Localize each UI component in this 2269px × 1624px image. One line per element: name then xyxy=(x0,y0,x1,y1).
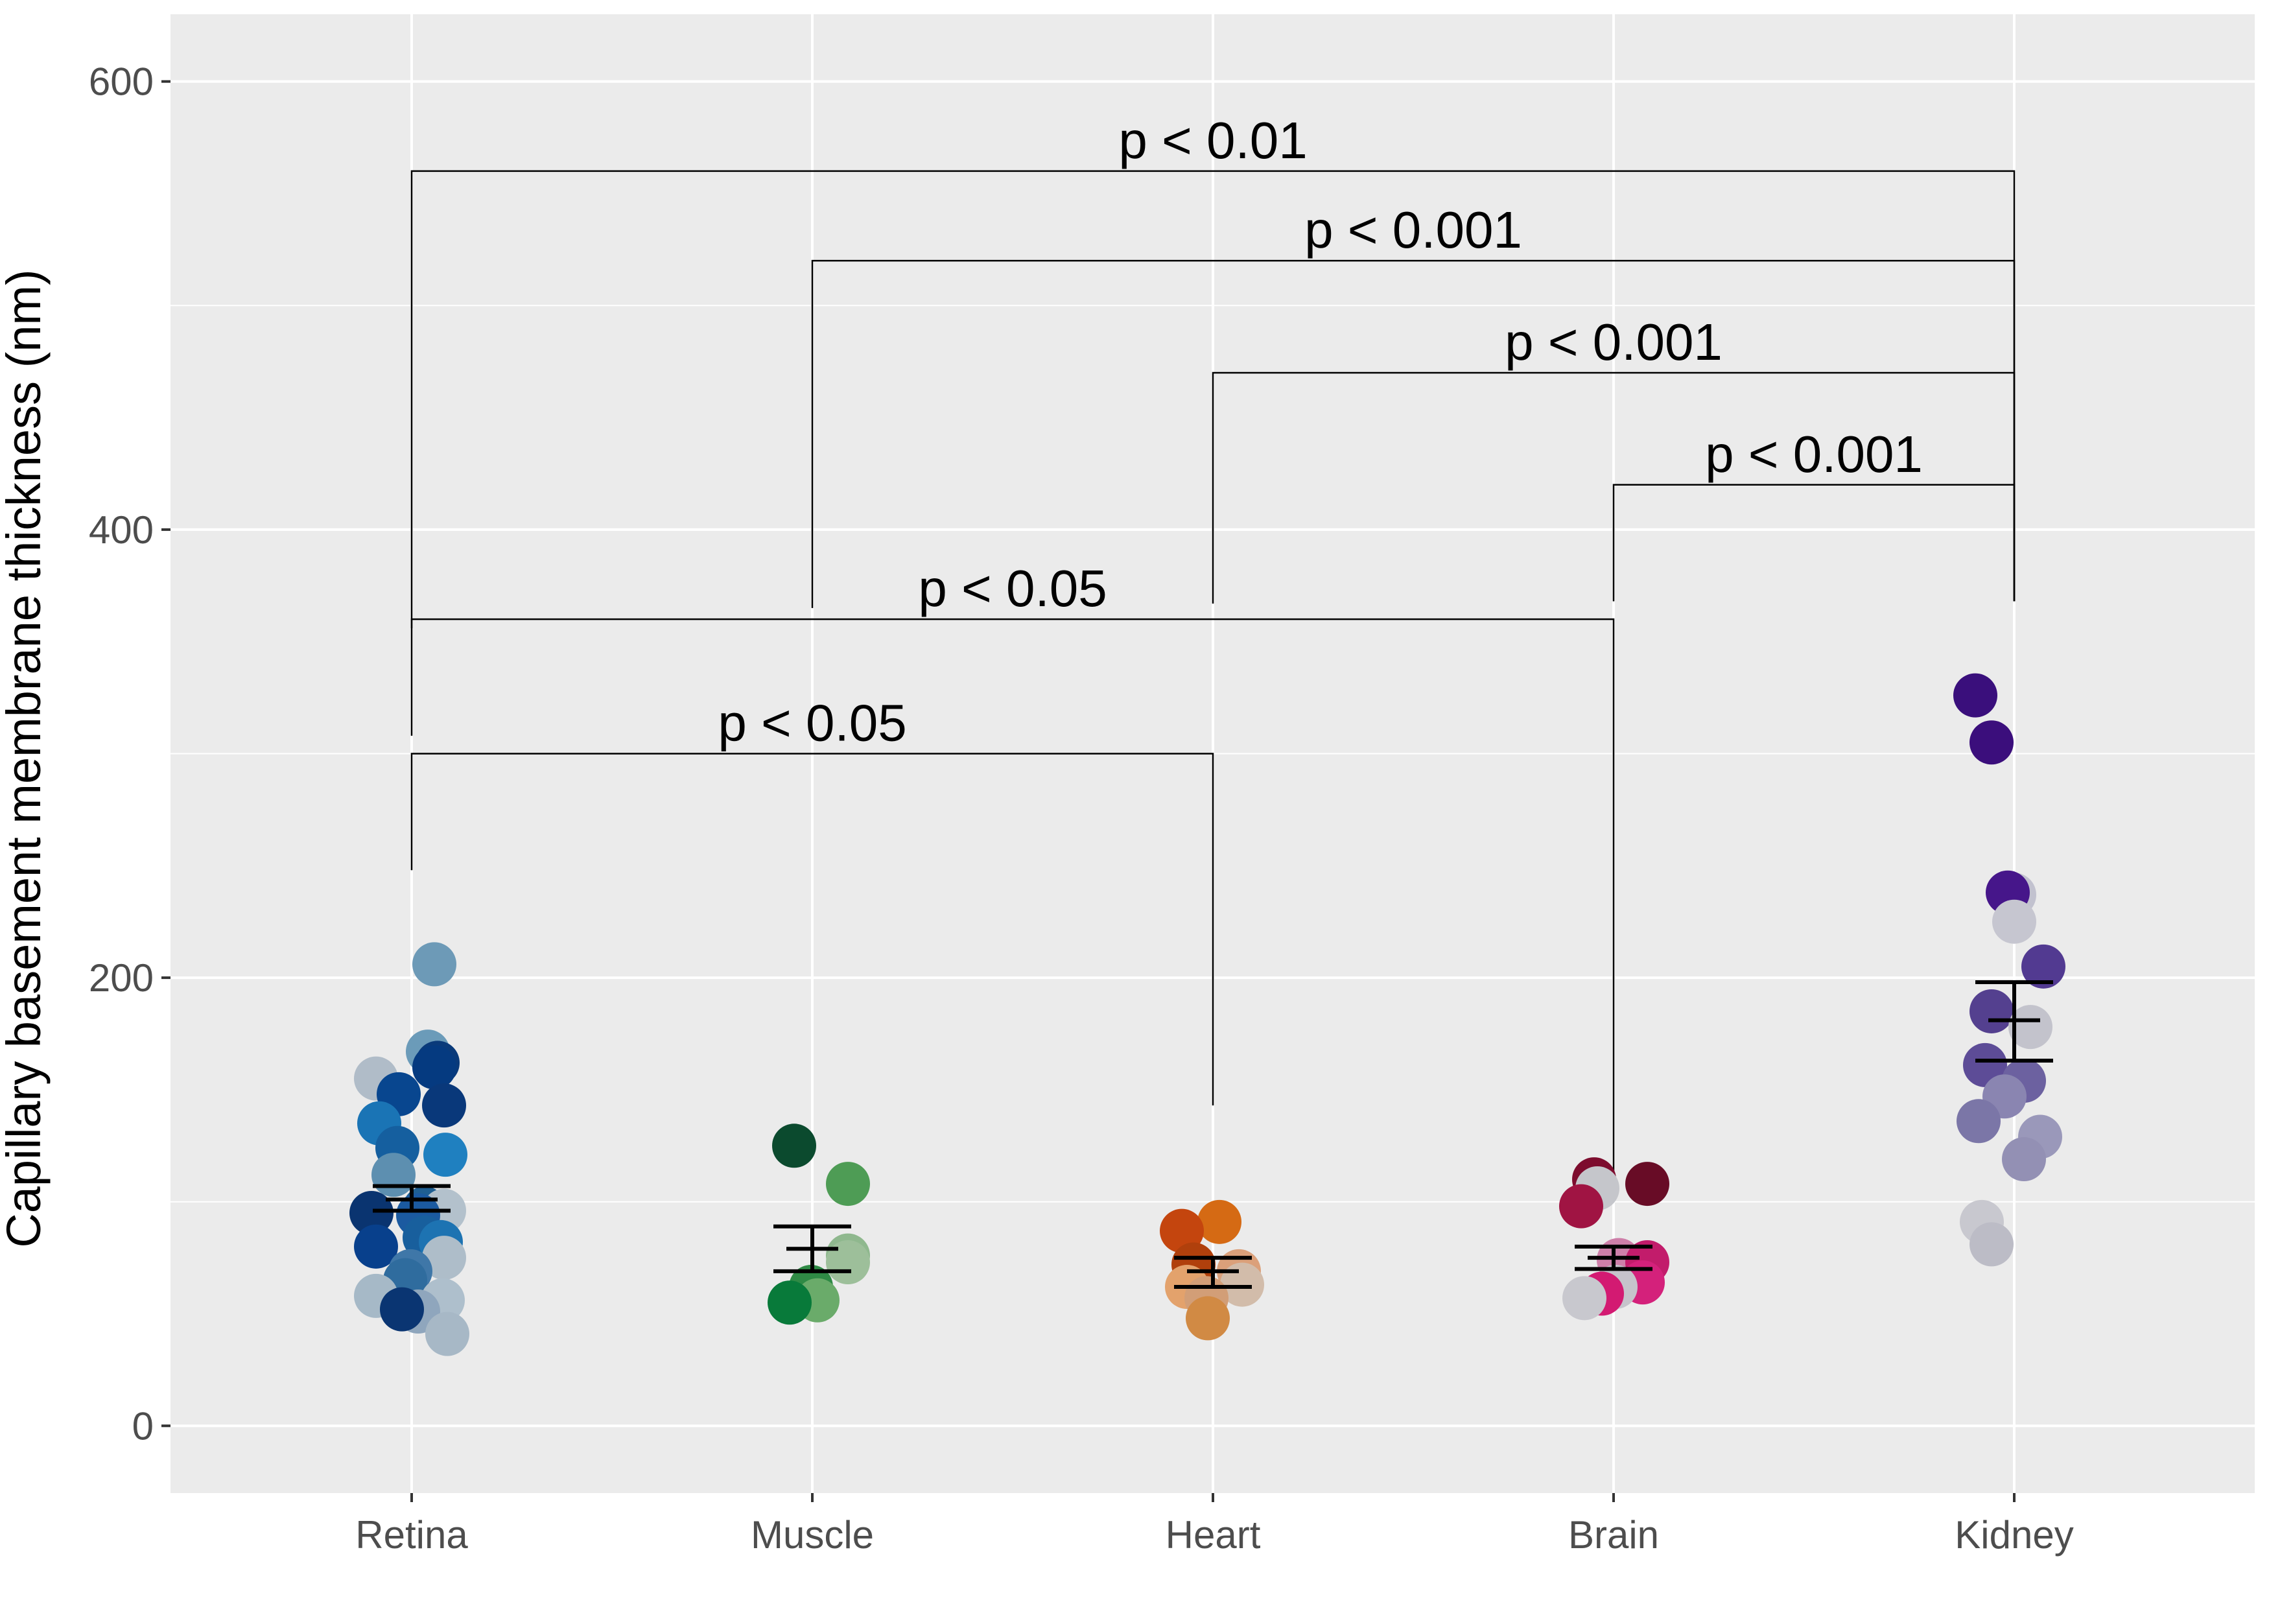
x-tick-label: Muscle xyxy=(751,1513,874,1557)
significance-bracket: p < 0.001 xyxy=(811,201,2016,608)
axes: 0 200 400 600 Retina Muscle Heart Brain Kidney xyxy=(89,60,2074,1557)
p-value-label: p < 0.01 xyxy=(1118,112,1307,169)
p-value-label: p < 0.001 xyxy=(1304,201,1522,259)
error-bar xyxy=(1975,980,2053,1063)
data-point xyxy=(1160,1208,1204,1253)
data-point xyxy=(1186,1296,1230,1341)
p-value-label: p < 0.05 xyxy=(718,694,906,752)
y-tick-label: 200 xyxy=(89,956,154,1000)
data-point xyxy=(1969,1222,2014,1267)
x-tick-label: Kidney xyxy=(1955,1513,2073,1557)
data-point xyxy=(1957,1099,2001,1144)
error-bars xyxy=(373,980,2053,1289)
data-point xyxy=(1559,1184,1603,1229)
data-point xyxy=(768,1280,812,1325)
data-point xyxy=(1625,1162,1669,1206)
data-point xyxy=(380,1287,424,1332)
data-point xyxy=(1969,989,2014,1033)
y-axis-title: Capillary basement membrane thickness (n… xyxy=(0,269,51,1247)
y-tick-label: 600 xyxy=(89,60,154,104)
data-point xyxy=(412,942,456,987)
x-tick-label: Heart xyxy=(1166,1513,1261,1557)
data-point xyxy=(1992,899,2036,944)
y-tick-label: 400 xyxy=(89,508,154,552)
data-point xyxy=(2008,1005,2052,1050)
significance-bracket: p < 0.05 xyxy=(410,559,1615,1202)
p-value-label: p < 0.05 xyxy=(918,559,1107,617)
data-point xyxy=(371,1153,416,1197)
significance-bracket: p < 0.05 xyxy=(410,694,1214,1106)
bracket-line xyxy=(410,618,1615,1202)
data-point xyxy=(1220,1262,1264,1307)
data-point xyxy=(354,1224,398,1269)
data-point xyxy=(1562,1276,1606,1321)
error-bar xyxy=(373,1184,451,1213)
data-point xyxy=(2021,944,2065,989)
data-point xyxy=(423,1133,467,1177)
data-point xyxy=(1969,720,2014,765)
data-point xyxy=(1953,673,1997,718)
data-point xyxy=(772,1124,816,1168)
significance-annotations: p < 0.05 p < 0.05 p < 0.001 p < 0.001 p < 0.… xyxy=(410,112,2016,1202)
data-point xyxy=(412,1045,456,1090)
error-bar xyxy=(1174,1256,1252,1289)
significance-bracket: p < 0.01 xyxy=(410,112,2016,628)
data-point xyxy=(826,1240,870,1285)
p-value-label: p < 0.001 xyxy=(1505,313,1722,371)
data-point xyxy=(2002,1137,2046,1182)
bracket-line xyxy=(410,170,2016,628)
data-point xyxy=(349,1190,394,1235)
data-point xyxy=(826,1162,870,1206)
error-bar xyxy=(1575,1244,1652,1271)
x-tick-label: Retina xyxy=(355,1513,468,1557)
data-point xyxy=(1197,1199,1241,1244)
error-bar xyxy=(773,1224,851,1273)
data-point xyxy=(422,1236,466,1280)
data-point xyxy=(422,1083,466,1128)
y-tick-label: 0 xyxy=(132,1404,154,1448)
bracket-line xyxy=(410,753,1214,1106)
p-value-label: p < 0.001 xyxy=(1705,425,1923,483)
data-point xyxy=(425,1312,469,1356)
x-tick-label: Brain xyxy=(1568,1513,1659,1557)
